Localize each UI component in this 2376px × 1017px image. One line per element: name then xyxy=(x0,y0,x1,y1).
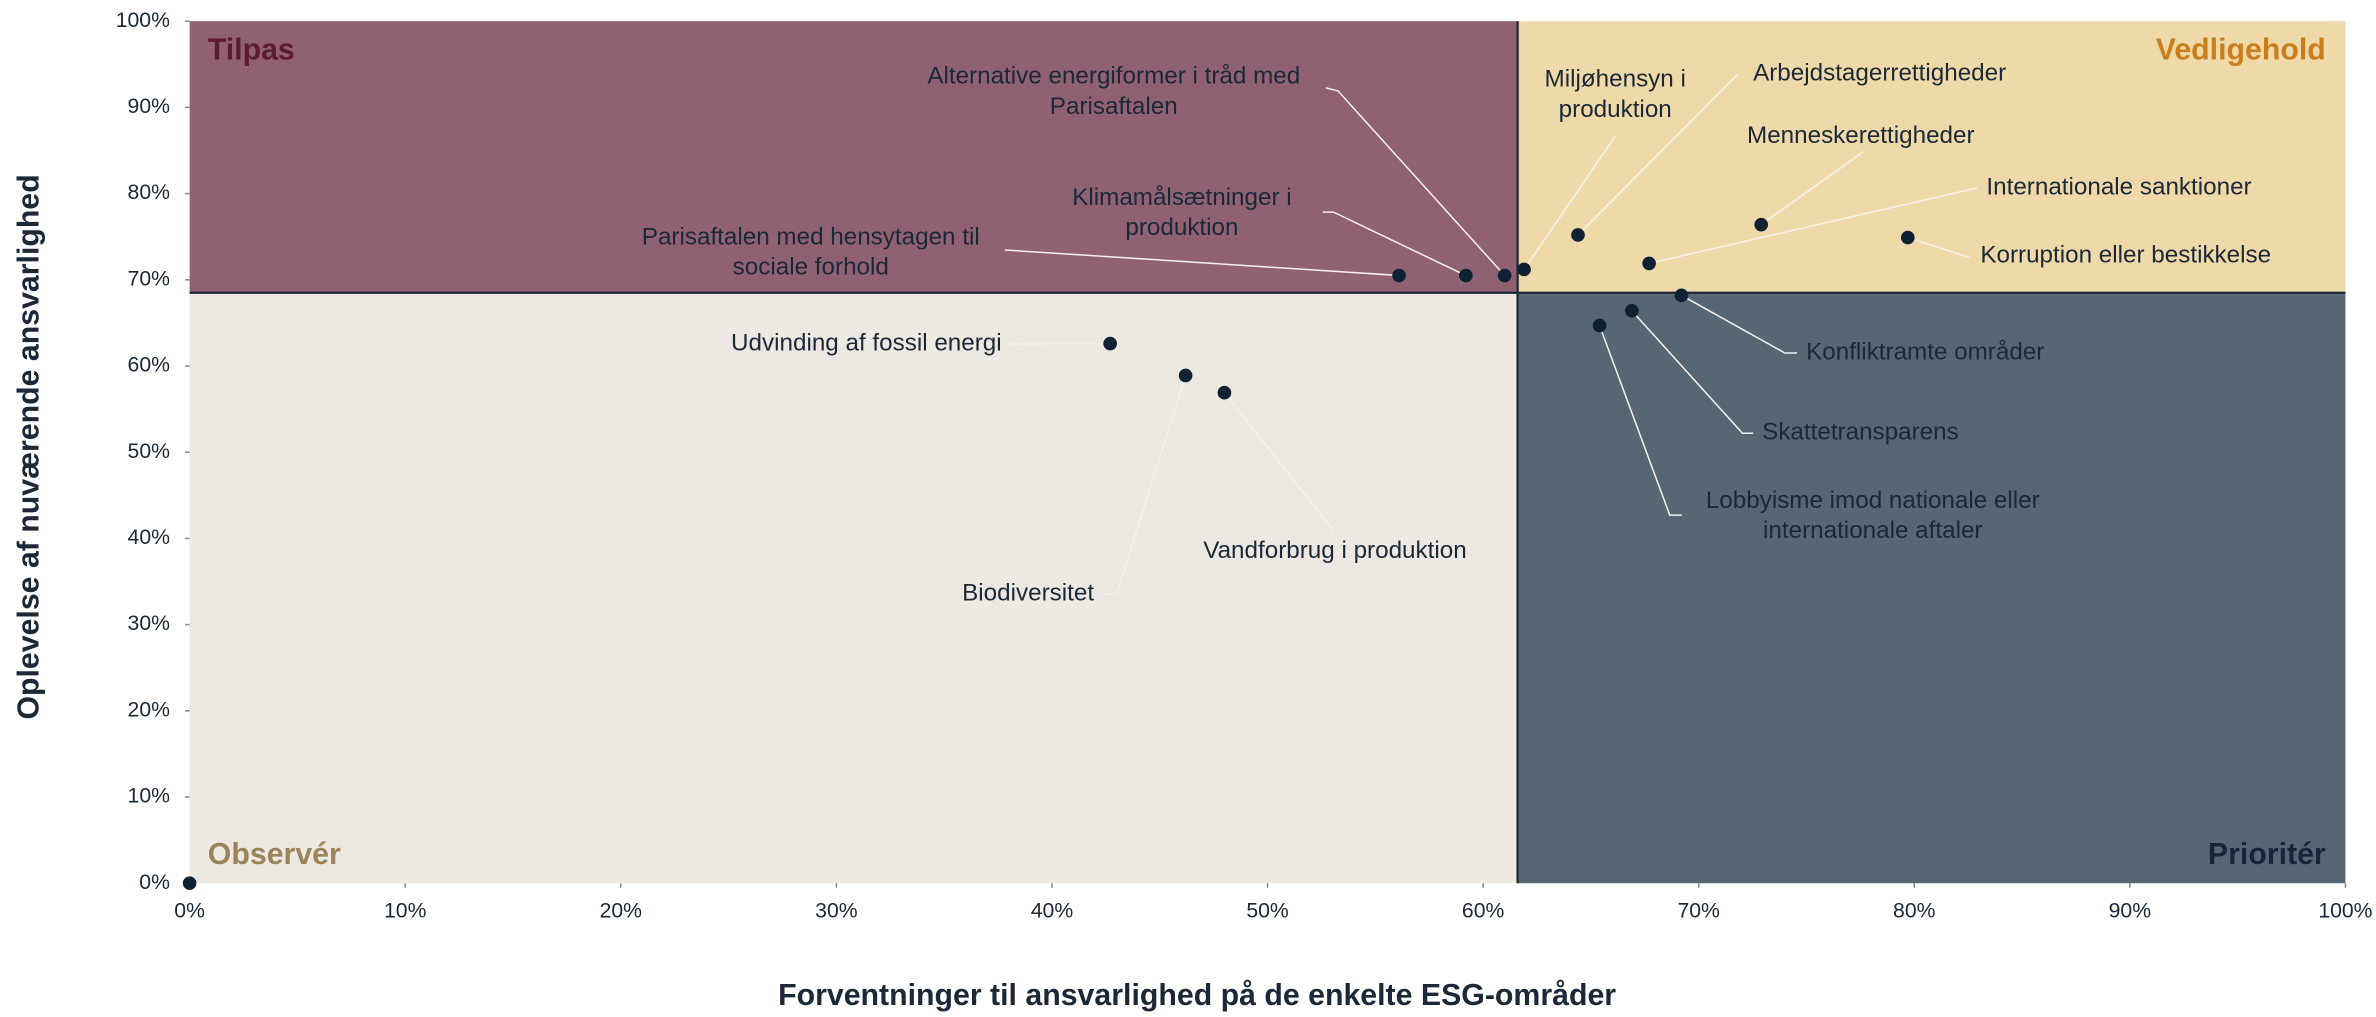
x-tick-label: 80% xyxy=(1893,900,1936,923)
x-tick-label: 10% xyxy=(384,900,427,923)
y-tick-label: 10% xyxy=(128,785,171,808)
point-label: Menneskerettigheder xyxy=(1747,122,1975,149)
point xyxy=(183,876,197,890)
point-label: internationale aftaler xyxy=(1763,517,1982,544)
y-tick-label: 100% xyxy=(116,9,170,32)
point xyxy=(1593,319,1607,333)
point-label: Konfliktramte områder xyxy=(1806,338,2044,365)
point-label: Vandforbrug i produktion xyxy=(1203,537,1466,564)
y-tick-label: 70% xyxy=(128,267,171,290)
quadrant-label: Observér xyxy=(208,838,341,871)
x-tick-label: 50% xyxy=(1246,900,1289,923)
point xyxy=(1642,257,1656,271)
point xyxy=(1179,369,1193,383)
quadrant xyxy=(1518,293,2346,883)
x-tick-label: 40% xyxy=(1031,900,1074,923)
x-tick-label: 100% xyxy=(2318,900,2372,923)
point xyxy=(1571,228,1585,242)
point xyxy=(1625,304,1639,318)
point xyxy=(1517,263,1531,277)
point-label: Udvinding af fossil energi xyxy=(731,329,1002,356)
point-label: Parisaftalen med hensytagen til xyxy=(642,223,980,250)
y-tick-label: 50% xyxy=(128,440,171,463)
quadrant-label: Tilpas xyxy=(208,34,295,67)
point-label: produktion xyxy=(1125,214,1238,241)
x-tick-label: 60% xyxy=(1462,900,1505,923)
x-tick-label: 20% xyxy=(600,900,643,923)
point-label: produktion xyxy=(1559,96,1672,123)
point-label: Skattetransparens xyxy=(1762,419,1959,446)
y-tick-label: 30% xyxy=(128,612,171,635)
point xyxy=(1498,269,1512,283)
point xyxy=(1103,337,1117,351)
point-label: Alternative energiformer i tråd med xyxy=(927,63,1300,90)
x-axis-title: Forventninger til ansvarlighed på de enk… xyxy=(778,979,1616,1012)
x-tick-label: 90% xyxy=(2109,900,2152,923)
quadrant xyxy=(190,293,1518,883)
x-tick-label: 70% xyxy=(1677,900,1720,923)
point-label: Miljøhensyn i xyxy=(1545,66,1686,93)
point-label: Korruption eller bestikkelse xyxy=(1980,241,2271,268)
y-tick-label: 20% xyxy=(128,698,171,721)
y-tick-label: 60% xyxy=(128,354,171,377)
point-label: Klimamålsætninger i xyxy=(1072,184,1291,211)
point xyxy=(1218,386,1232,400)
point xyxy=(1675,289,1689,303)
point-label: Internationale sanktioner xyxy=(1986,173,2251,200)
y-tick-label: 0% xyxy=(139,871,170,894)
point xyxy=(1392,269,1406,283)
point-label: Biodiversitet xyxy=(962,579,1094,606)
x-tick-label: 30% xyxy=(815,900,858,923)
point-label: Lobbyisme imod nationale eller xyxy=(1706,487,2040,514)
point xyxy=(1901,231,1915,245)
point xyxy=(1459,269,1473,283)
y-tick-label: 80% xyxy=(128,181,171,204)
y-tick-label: 40% xyxy=(128,526,171,549)
x-tick-label: 0% xyxy=(174,900,205,923)
point-label: sociale forhold xyxy=(733,254,889,281)
quadrant-label: Vedligehold xyxy=(2156,34,2326,67)
y-axis-title: Oplevelse af nuværende ansvarlighed xyxy=(13,174,46,719)
point-label: Arbejdstagerrettigheder xyxy=(1753,60,2006,87)
point-label: Parisaftalen xyxy=(1050,93,1178,120)
point xyxy=(1754,218,1768,232)
quadrant xyxy=(190,21,1518,293)
y-tick-label: 90% xyxy=(128,95,171,118)
quadrant-label: Prioritér xyxy=(2208,838,2326,871)
